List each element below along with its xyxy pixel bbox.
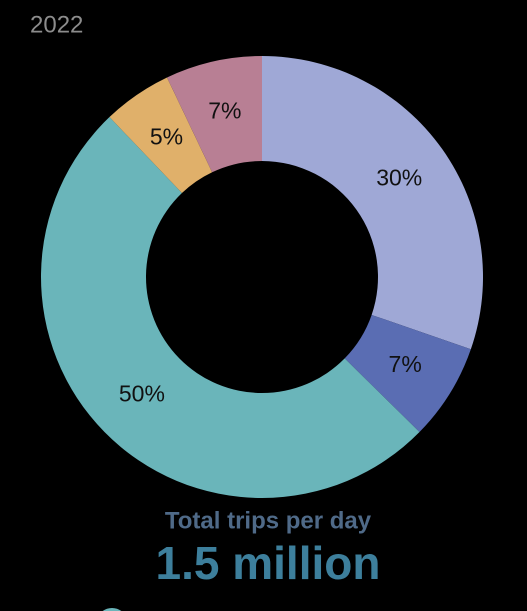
donut: 30% 7% 50% 5% 7%	[40, 56, 483, 499]
data-label: 7%	[389, 351, 422, 377]
donut-segment	[109, 77, 213, 194]
total: 1.5 million	[156, 537, 381, 589]
donut-segment	[40, 117, 420, 499]
data-label: 30%	[376, 164, 422, 190]
data-label: 50%	[119, 380, 165, 406]
donut-segment	[167, 56, 262, 173]
data-label: 5%	[150, 123, 183, 149]
caption: Total trips per day	[165, 507, 372, 534]
data-label: 7%	[208, 98, 241, 124]
donut-segment	[262, 56, 483, 350]
donut-segment	[344, 314, 471, 433]
decoration	[102, 608, 122, 611]
chart-title: 2022	[30, 11, 83, 38]
